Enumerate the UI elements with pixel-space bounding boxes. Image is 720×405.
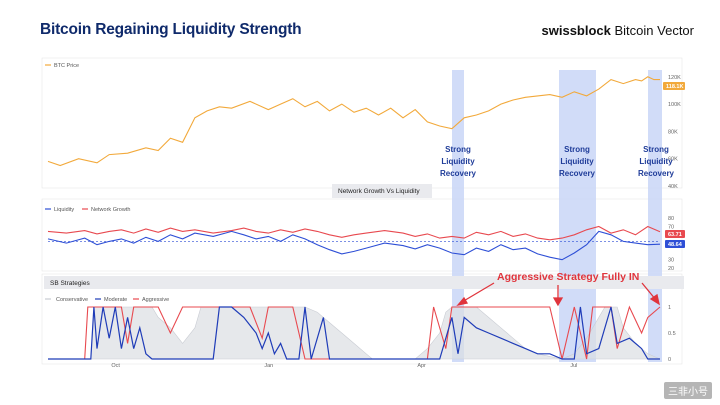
conservative-area — [48, 306, 661, 360]
recovery-annotation-line: Strong — [564, 145, 590, 154]
network-y-tick: 30 — [668, 258, 674, 264]
network-title-box — [332, 184, 432, 198]
highlight-band — [559, 70, 596, 362]
moderate-legend-label: Moderate — [104, 297, 127, 303]
watermark: 三非小号 — [664, 382, 712, 399]
strategy-title: SB Strategies — [50, 280, 90, 287]
network-y-tick: 80 — [668, 216, 674, 222]
arrow-middle-head — [552, 297, 564, 307]
recovery-annotation-line: Liquidity — [441, 157, 475, 166]
strategy-legend: Conservative Moderate Aggressive — [45, 297, 169, 303]
liquidity-current-value: 48.64 — [668, 242, 683, 248]
x-axis-tick: Apr — [417, 363, 426, 369]
aggressive-arrows — [456, 282, 660, 307]
x-axis-ticks: Oct Jan Apr Jul — [111, 363, 577, 369]
strategy-title-box — [44, 276, 684, 289]
strategy-y-ticks: 00.51 — [668, 305, 676, 363]
arrow-left-head — [456, 296, 469, 307]
btc-current-value: 118.1K — [666, 84, 683, 90]
strategy-y-tick: 1 — [668, 305, 671, 311]
network-growth-line — [47, 225, 661, 241]
strategy-y-tick: 0.5 — [668, 331, 676, 337]
recovery-annotation-line: Recovery — [440, 169, 477, 178]
network-legend: Liquidity Network Growth — [45, 207, 130, 213]
recovery-annotation-line: Liquidity — [639, 157, 673, 166]
strategy-y-tick: 0 — [668, 357, 671, 363]
arrow-right-head — [649, 293, 660, 306]
btc-legend: BTC Price — [45, 63, 79, 69]
aggressive-legend-label: Aggressive — [142, 297, 169, 303]
btc-y-tick: 100K — [668, 102, 681, 108]
liquidity-legend-label: Liquidity — [54, 207, 74, 213]
btc-y-tick: 40K — [668, 184, 678, 190]
page-title: Bitcoin Regaining Liquidity Strength — [40, 21, 302, 38]
btc-y-tick: 120K — [668, 75, 681, 81]
network-y-tick: 70 — [668, 224, 674, 230]
x-axis-tick: Jul — [570, 363, 577, 369]
network-current-value: 63.71 — [668, 232, 682, 238]
recovery-annotation-line: Strong — [643, 145, 669, 154]
btc-y-ticks: 40K 60K 80K 100K 120K — [668, 75, 681, 190]
network-y-ticks: 20 30 70 80 — [668, 216, 674, 272]
recovery-annotation-line: Liquidity — [560, 157, 594, 166]
btc-y-tick: 80K — [668, 129, 678, 135]
brand-logo: swissblock Bitcoin Vector — [541, 23, 694, 38]
recovery-annotation-line: Recovery — [638, 169, 675, 178]
network-title: Network Growth Vs Liquidity — [338, 188, 420, 195]
network-current-badge — [665, 230, 685, 238]
btc-current-badge — [663, 82, 685, 90]
recovery-annotation-line: Strong — [445, 145, 471, 154]
recovery-annotations: Strong Liquidity Recovery Strong Liquidity Re… — [440, 145, 675, 178]
recovery-annotation-line: Recovery — [559, 169, 596, 178]
btc-y-tick: 60K — [668, 157, 678, 163]
liquidity-line — [47, 230, 661, 261]
strategy-panel — [41, 273, 683, 365]
btc-price-line — [47, 76, 660, 167]
network-y-tick: 20 — [668, 266, 674, 272]
x-axis-tick: Oct — [111, 363, 120, 369]
x-axis-tick: Jan — [264, 363, 273, 369]
arrow-left — [461, 282, 495, 303]
conservative-legend-label: Conservative — [56, 297, 88, 303]
highlight-band — [648, 70, 662, 362]
liquidity-current-badge — [665, 240, 685, 248]
btc-legend-label: BTC Price — [54, 63, 79, 69]
moderate-line — [48, 306, 660, 360]
aggressive-annotation: Aggressive Strategy Fully IN — [497, 271, 639, 283]
network-legend-label: Network Growth — [91, 207, 130, 213]
